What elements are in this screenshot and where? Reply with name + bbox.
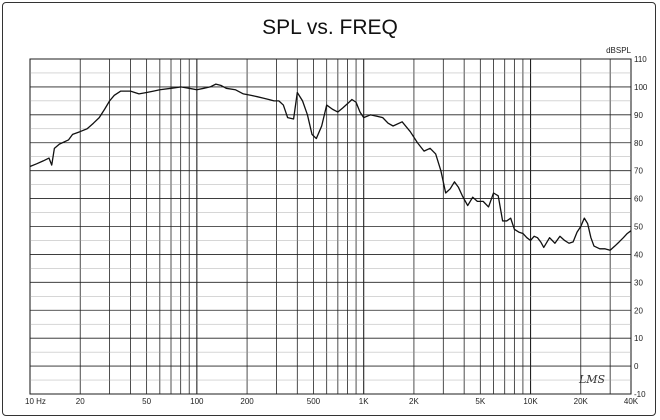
x-tick-label: 50 xyxy=(142,397,151,406)
y-tick-label: 80 xyxy=(634,139,643,148)
y-tick-label: 0 xyxy=(634,362,639,371)
y-tick-label: 20 xyxy=(634,306,643,315)
y-tick-label: 110 xyxy=(634,55,647,64)
x-tick-label: 40K xyxy=(624,397,639,406)
grid-lines xyxy=(30,58,631,395)
x-tick-label: 2K xyxy=(409,397,419,406)
x-tick-label: 10 Hz xyxy=(25,397,46,406)
spl-response-line xyxy=(29,83,632,251)
y-tick-label: 60 xyxy=(634,195,643,204)
x-tick-label: 1K xyxy=(359,397,369,406)
y-tick-label: 90 xyxy=(634,111,643,120)
chart-title: SPL vs. FREQ xyxy=(262,16,398,39)
x-tick-label: 100 xyxy=(190,397,204,406)
x-axis-ticks: 10 Hz 20 50 100 200 500 1K 2K 5K 10K 20K 40K xyxy=(25,397,639,406)
x-tick-label: 200 xyxy=(240,397,254,406)
y-tick-label: -10 xyxy=(634,390,646,399)
y-tick-label: 10 xyxy=(634,334,643,343)
y-tick-label: 70 xyxy=(634,167,643,176)
x-tick-label: 20 xyxy=(76,397,85,406)
series-layer xyxy=(29,83,632,251)
x-tick-label: 20K xyxy=(574,397,589,406)
x-tick-label: 10K xyxy=(523,397,538,406)
y-tick-label: 40 xyxy=(634,250,643,259)
chart-frame xyxy=(2,2,656,416)
y-axis-unit-label: dBSPL xyxy=(606,46,631,55)
x-tick-label: 5K xyxy=(475,397,485,406)
y-tick-label: 50 xyxy=(634,223,643,232)
y-tick-label: 100 xyxy=(634,83,648,92)
y-tick-label: 30 xyxy=(634,278,643,287)
signature-logo: LMS xyxy=(578,373,606,386)
x-tick-label: 500 xyxy=(307,397,321,406)
